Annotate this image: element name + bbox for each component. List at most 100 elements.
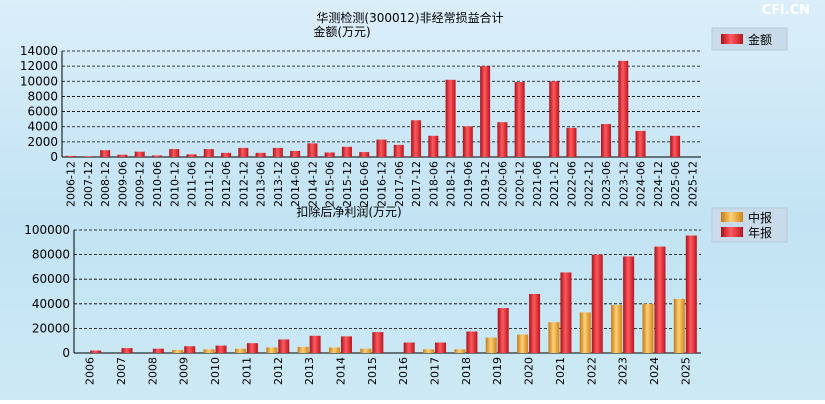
chart2-bar-annual [152, 348, 164, 353]
chart1-bar-amount [462, 126, 473, 157]
legend-label-amount: 金额 [748, 32, 772, 47]
chart2-xtick-label: 2011 [240, 357, 253, 385]
chart1-bar-amount [428, 135, 439, 157]
watermark: CFi.CN [762, 3, 810, 18]
chart1-xtick-label: 2020-06 [496, 161, 509, 207]
chart1-xtick-label: 2025-12 [686, 161, 699, 207]
chart1-bar-amount [618, 60, 629, 157]
chart1-bar-amount [221, 152, 232, 157]
chart1-bar-amount [255, 152, 266, 157]
chart2-xtick-label: 2013 [303, 357, 316, 385]
chart1-xtick-label: 2016-12 [376, 161, 389, 207]
chart1-xtick-label: 2015-06 [324, 161, 337, 207]
chart1-xtick-label: 2017-12 [410, 161, 423, 207]
chart1-ytick-label: 2000 [27, 135, 58, 149]
chart1-xtick-label: 2021-12 [548, 161, 561, 207]
chart2-bar-annual [497, 308, 509, 353]
chart1-xtick-label: 2012-06 [220, 161, 233, 207]
chart1-xtick-label: 2006-12 [65, 161, 78, 207]
chart1-bar-amount [480, 66, 491, 157]
chart2-xtick-label: 2019 [491, 357, 504, 385]
chart1-bar-amount [601, 124, 612, 157]
chart2-bar-annual [246, 343, 258, 353]
chart2-bar-annual [435, 342, 447, 353]
chart2-bar-interim [673, 298, 685, 353]
chart1-bar-amount [376, 139, 387, 157]
chart2-bar-interim [266, 347, 278, 353]
chart2-bar-annual [466, 331, 478, 353]
chart1-xtick-label: 2018-12 [445, 161, 458, 207]
chart2-bar-interim [297, 346, 309, 353]
chart2-bar-interim [423, 349, 435, 353]
chart1-bar-amount [497, 122, 508, 157]
legend-label-annual: 年报 [748, 225, 772, 240]
chart1-xtick-label: 2025-06 [669, 161, 682, 207]
chart2-xtick-label: 2017 [429, 357, 442, 385]
chart1-bar-amount [65, 155, 76, 157]
chart2-bar-interim [203, 349, 215, 353]
chart1-ytick-label: 4000 [27, 120, 58, 134]
legend-swatch-annual [721, 227, 743, 237]
chart2-xtick-label: 2021 [554, 357, 567, 385]
chart1-xtick-label: 2010-12 [168, 161, 181, 207]
chart2-xtick-label: 2022 [585, 357, 598, 385]
chart1-xtick-label: 2023-12 [617, 161, 630, 207]
chart2-xtick-label: 2015 [366, 357, 379, 385]
chart2-bar-annual [654, 246, 666, 353]
chart2-xtick-label: 2023 [617, 357, 630, 385]
chart1-xtick-label: 2022-06 [565, 161, 578, 207]
chart2-bar-annual [184, 346, 196, 353]
chart1-bar-amount [324, 152, 335, 157]
chart2-bar-interim [454, 349, 466, 353]
chart1-ytick-label: 6000 [27, 105, 58, 119]
chart2-bar-annual [121, 348, 133, 353]
legend-label-interim: 中报 [748, 210, 772, 225]
chart1-legend: 金额 [711, 27, 788, 51]
chart1-xtick-label: 2022-12 [583, 161, 596, 207]
chart2-ytick-label: 80000 [32, 248, 70, 262]
chart2-ytick-label: 60000 [32, 272, 70, 286]
chart2-bar-annual [309, 335, 321, 353]
chart1-bar-amount [134, 151, 145, 157]
chart1-xtick-label: 2012-12 [237, 161, 250, 207]
chart2-bar-annual [340, 336, 352, 353]
chart1-bar-amount [670, 135, 681, 157]
chart2-bar-annual [623, 256, 635, 353]
chart2-plot: 0 20000 40000 60000 80000 100000 2006 2007 2008 2… [24, 223, 701, 385]
chart1-xtick-label: 2020-12 [514, 161, 527, 207]
chart1-bar-amount [307, 143, 318, 157]
chart1-xtick-label: 2013-12 [272, 161, 285, 207]
chart2-bar-annual [278, 339, 290, 353]
chart2-xtick-label: 2020 [523, 357, 536, 385]
chart1-title: 华测检测(300012)非经常损益合计 [316, 10, 503, 25]
chart1-xtick-label: 2021-06 [531, 161, 544, 207]
chart2-ytick-label: 100000 [24, 223, 70, 237]
chart1-xtick-label: 2008-12 [99, 161, 112, 207]
chart2-bar-interim [611, 305, 623, 353]
chart1-bar-amount [151, 155, 162, 157]
chart2-bar-interim [234, 348, 246, 353]
chart2-bar-interim [328, 347, 340, 353]
chart1-xtick-label: 2010-06 [151, 161, 164, 207]
chart1-xtick-label: 2009-12 [134, 161, 147, 207]
chart2-bar-interim [642, 303, 654, 353]
chart1-xtick-label: 2014-06 [289, 161, 302, 207]
chart1-xtick-label: 2014-12 [306, 161, 319, 207]
chart2-bar-interim [517, 334, 529, 353]
chart1-bar-amount [393, 144, 404, 157]
chart2-xtick-label: 2024 [648, 357, 661, 385]
chart1-bar-amount [359, 152, 370, 157]
chart1-bar-amount [411, 120, 422, 157]
chart2-xtick-label: 2009 [178, 357, 191, 385]
chart2-title: 扣除后净利润(万元) [296, 204, 401, 219]
chart2-xtick-label: 2012 [272, 357, 285, 385]
chart1-ytick-label: 8000 [27, 89, 58, 103]
chart1-xtick-label: 2017-06 [393, 161, 406, 207]
chart2-legend: 中报 年报 [711, 207, 788, 243]
chart2-xtick-label: 2014 [334, 357, 347, 385]
chart2-ytick-label: 0 [62, 346, 70, 360]
chart1-bar-amount [549, 81, 560, 157]
chart1-xtick-label: 2007-12 [82, 161, 95, 207]
